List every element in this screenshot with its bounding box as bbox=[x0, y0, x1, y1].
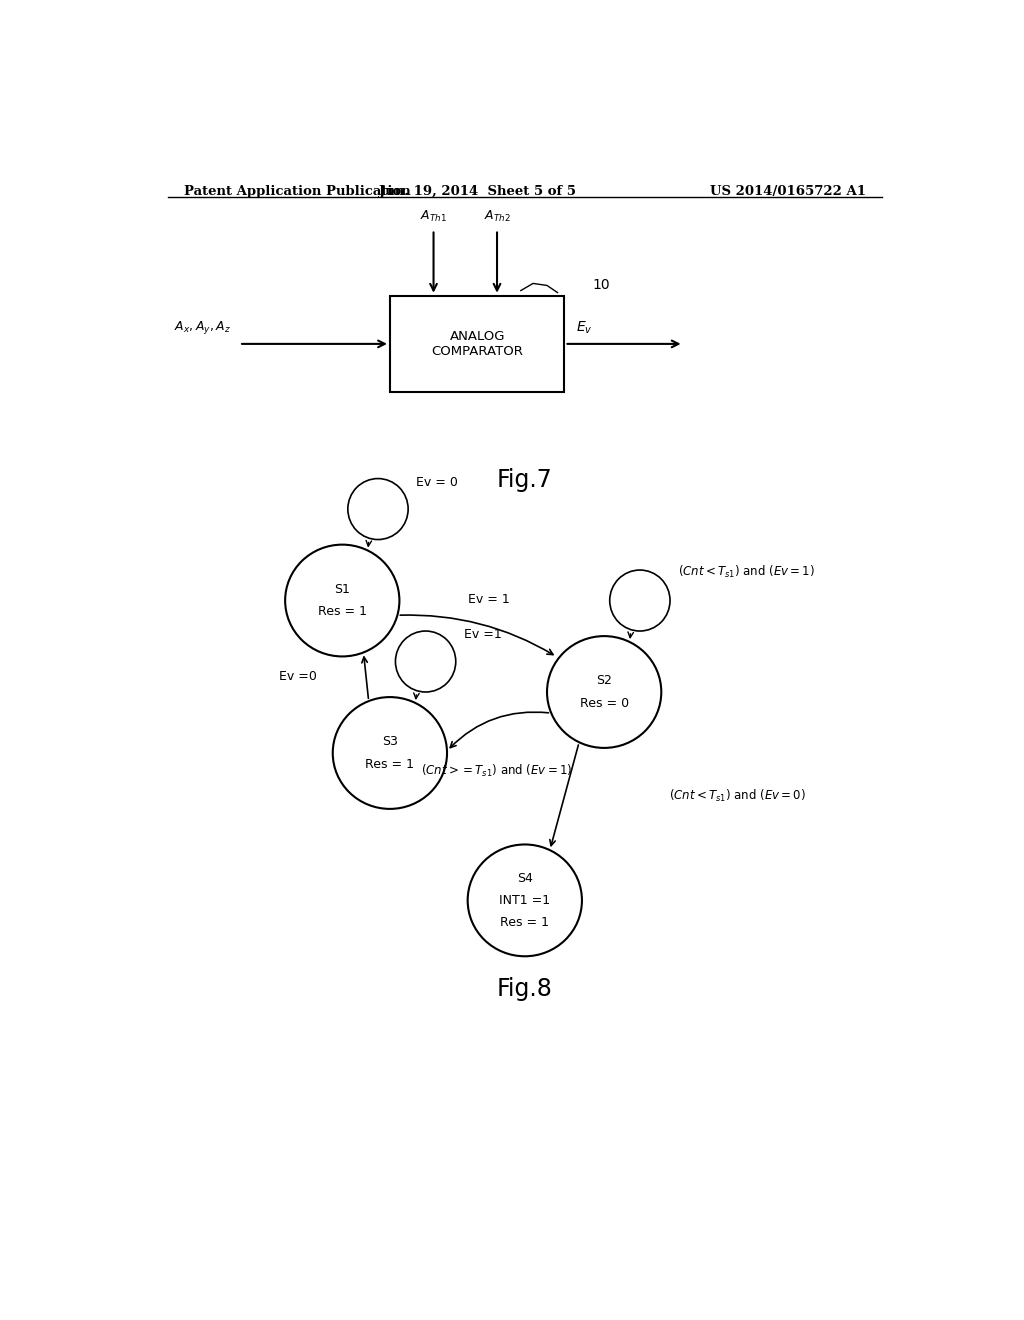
Text: $A_x, A_y, A_z$: $A_x, A_y, A_z$ bbox=[174, 318, 231, 335]
Text: Fig.7: Fig.7 bbox=[497, 469, 553, 492]
Text: Fig.8: Fig.8 bbox=[497, 977, 553, 1001]
Bar bbox=[390, 296, 564, 392]
Text: Ev =1: Ev =1 bbox=[464, 628, 502, 642]
Text: ANALOG
COMPARATOR: ANALOG COMPARATOR bbox=[431, 330, 523, 358]
Ellipse shape bbox=[468, 845, 582, 956]
Text: S1: S1 bbox=[334, 583, 350, 595]
Text: $A_{Th2}$: $A_{Th2}$ bbox=[483, 210, 510, 224]
Ellipse shape bbox=[285, 545, 399, 656]
Ellipse shape bbox=[547, 636, 662, 748]
Text: US 2014/0165722 A1: US 2014/0165722 A1 bbox=[710, 185, 866, 198]
Ellipse shape bbox=[333, 697, 447, 809]
Text: $(Cnt < T_{s1})$ and $(Ev = 1)$: $(Cnt < T_{s1})$ and $(Ev = 1)$ bbox=[678, 564, 815, 581]
Text: Jun. 19, 2014  Sheet 5 of 5: Jun. 19, 2014 Sheet 5 of 5 bbox=[379, 185, 575, 198]
Text: Ev = 0: Ev = 0 bbox=[416, 475, 458, 488]
Text: Res = 1: Res = 1 bbox=[501, 916, 549, 929]
Text: Patent Application Publication: Patent Application Publication bbox=[183, 185, 411, 198]
Text: Ev = 1: Ev = 1 bbox=[468, 593, 510, 606]
Text: 10: 10 bbox=[592, 279, 610, 293]
Text: $E_v$: $E_v$ bbox=[577, 319, 593, 335]
Text: Res = 1: Res = 1 bbox=[366, 758, 415, 771]
Text: Res = 0: Res = 0 bbox=[580, 697, 629, 710]
Text: S2: S2 bbox=[596, 675, 612, 688]
Text: S3: S3 bbox=[382, 735, 398, 748]
Text: $(Cnt < T_{s1})$ and $(Ev = 0)$: $(Cnt < T_{s1})$ and $(Ev = 0)$ bbox=[670, 788, 806, 804]
Text: $(Cnt >= T_{s1})$ and $(Ev = 1)$: $(Cnt >= T_{s1})$ and $(Ev = 1)$ bbox=[421, 763, 572, 779]
Text: $A_{Th1}$: $A_{Th1}$ bbox=[420, 210, 446, 224]
Text: S4: S4 bbox=[517, 871, 532, 884]
Text: INT1 =1: INT1 =1 bbox=[500, 894, 550, 907]
Text: Ev =0: Ev =0 bbox=[279, 671, 316, 684]
Text: Res = 1: Res = 1 bbox=[317, 605, 367, 618]
